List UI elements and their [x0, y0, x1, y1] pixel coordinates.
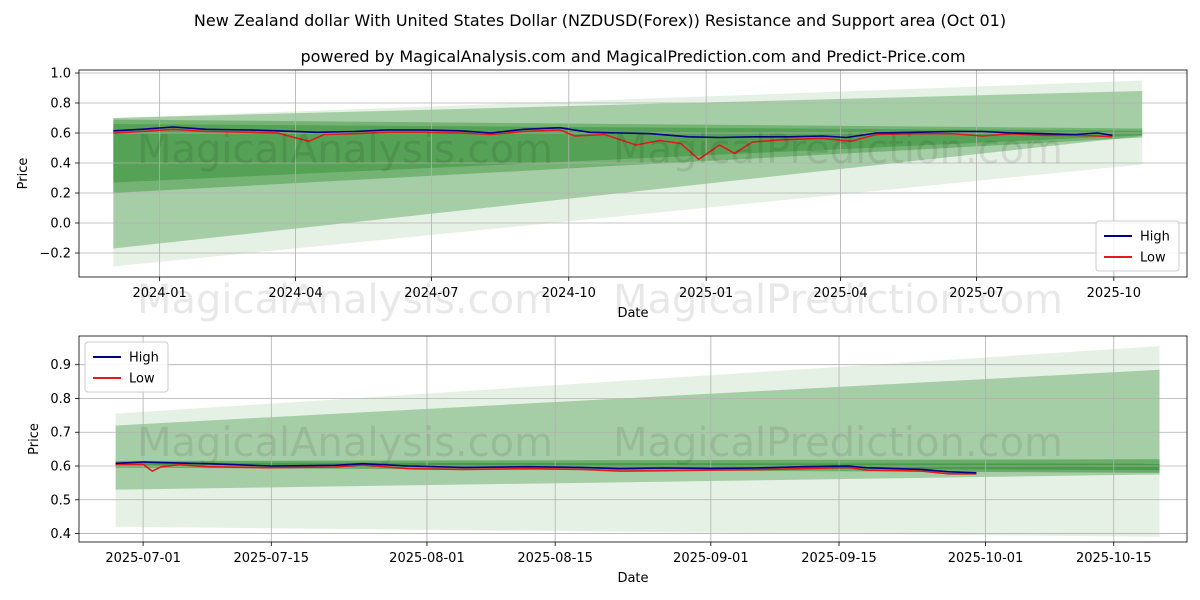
y-tick-label: 0.4: [50, 527, 71, 542]
watermark-left-top: MagicalAnalysis.com: [137, 127, 553, 173]
y-tick-label: 0.8: [50, 392, 71, 407]
x-tick-label: 2025-10: [1087, 286, 1141, 301]
x-axis-label: Date: [617, 306, 648, 321]
legend-label-low: Low: [1140, 251, 1166, 266]
x-tick-label: 2024-10: [542, 286, 596, 301]
y-axis-label: Price: [27, 423, 42, 455]
series-high-line: [115, 461, 977, 474]
watermark-right-middle: MagicalPrediction.com: [613, 277, 1063, 323]
band-mid: [113, 119, 1143, 193]
axes-frame: [78, 69, 1188, 278]
x-tick-label: 2025-09-01: [673, 551, 749, 566]
y-tick-label: 0.6: [50, 127, 71, 142]
watermark-left-middle: MagicalAnalysis.com: [137, 277, 553, 323]
x-tick-label: 2025-01: [679, 286, 733, 301]
x-tick-label: 2024-04: [268, 286, 322, 301]
x-axis-label: Date: [617, 571, 648, 586]
y-tick-label: 0.4: [50, 157, 71, 172]
chart-panel-bottom: 2025-07-01 2025-07-15 2025-08-01 2025-08-15…: [27, 335, 1188, 586]
subplot-title: powered by MagicalAnalysis.com and Magic…: [300, 47, 965, 66]
y-tick-label: 0.6: [50, 460, 71, 475]
legend-label-low: Low: [129, 372, 155, 387]
series-low-line: [113, 128, 1113, 161]
x-tick-label: 2025-08-01: [389, 551, 465, 566]
legend-label-high: High: [129, 351, 159, 366]
x-tick-label: 2024-01: [132, 286, 186, 301]
price-series: [113, 126, 1113, 161]
y-tick-label: −0.2: [39, 247, 71, 262]
y-tick-label: 0.8: [50, 97, 71, 112]
legend-box: [84, 341, 169, 393]
watermark-left-bottom: MagicalAnalysis.com: [137, 420, 553, 466]
x-tick-label: 2025-10-15: [1076, 551, 1152, 566]
legend: High Low: [84, 341, 169, 393]
y-tick-label: 0.0: [50, 217, 71, 232]
band-outer-wide: [115, 346, 1160, 537]
y-tick-label: 0.5: [50, 493, 71, 508]
band-inner: [113, 124, 1143, 183]
legend: High Low: [1095, 220, 1180, 272]
watermark-right-bottom: MagicalPrediction.com: [613, 420, 1063, 466]
x-tick-label: 2025-08-15: [517, 551, 593, 566]
x-tick-label: 2025-04: [813, 286, 867, 301]
x-tick-label: 2025-07-15: [234, 551, 310, 566]
axes-frame: [78, 335, 1188, 543]
x-tick-label: 2025-10-01: [948, 551, 1024, 566]
x-tick-label: 2025-07-01: [105, 551, 181, 566]
x-tick-label: 2025-07: [949, 286, 1003, 301]
series-low-line: [115, 463, 977, 475]
legend-box: [1095, 220, 1180, 272]
series-high-line: [113, 126, 1113, 139]
y-tick-label: 0.7: [50, 426, 71, 441]
y-tick-label: 0.9: [50, 358, 71, 373]
band-wide: [115, 369, 1160, 490]
legend-label-high: High: [1140, 230, 1170, 245]
y-tick-label: 0.2: [50, 187, 71, 202]
figure-title: New Zealand dollar With United States Do…: [194, 11, 1006, 30]
x-tick-label: 2025-09-15: [801, 551, 877, 566]
x-tick-label: 2024-07: [404, 286, 458, 301]
chart-panel-top: powered by MagicalAnalysis.com and Magic…: [16, 47, 1188, 321]
y-axis-label: Price: [16, 158, 31, 190]
band-outer-wide: [113, 80, 1143, 267]
price-series: [115, 461, 977, 475]
watermark-right-top: MagicalPrediction.com: [613, 127, 1063, 173]
y-tick-label: 1.0: [50, 67, 71, 82]
watermarks: MagicalAnalysis.com MagicalPrediction.co…: [137, 127, 1063, 466]
